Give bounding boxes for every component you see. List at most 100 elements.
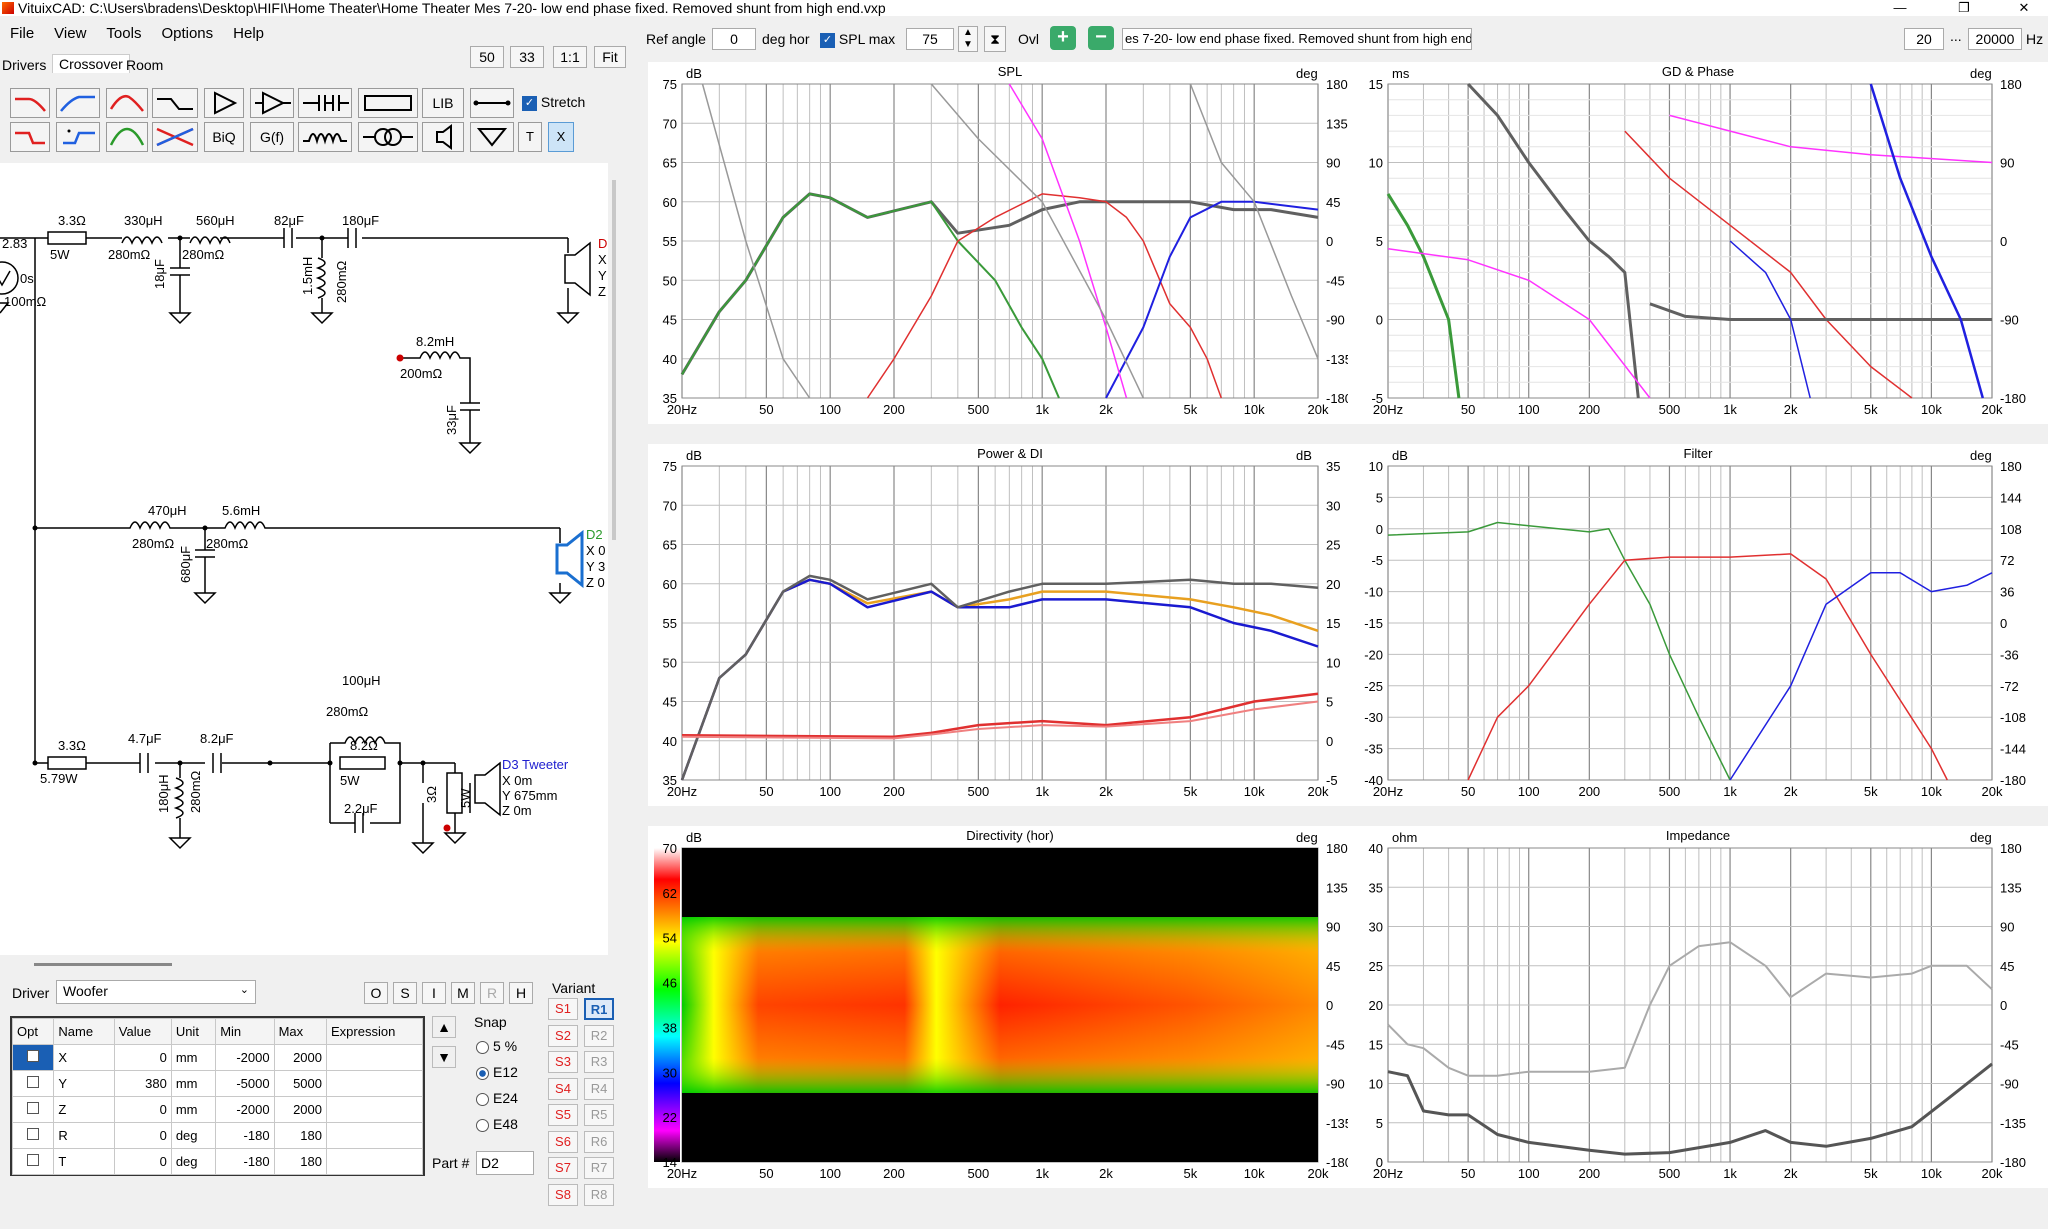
overlay-name-field[interactable]: es 7-20- low end phase fixed. Removed sh… bbox=[1122, 28, 1472, 50]
table-row[interactable]: Z 0 mm -2000 2000 bbox=[11, 1096, 423, 1123]
driver-select[interactable]: Woofer ⌄ bbox=[56, 980, 256, 1004]
param-value[interactable]: 0 bbox=[113, 1122, 172, 1149]
variant-s8-button[interactable]: S8 bbox=[548, 1183, 578, 1206]
buffer-button[interactable] bbox=[204, 88, 244, 118]
plot-gd[interactable]: GD & Phase ms deg 20Hz 50 100 200 500 1k 2k 5k 10k 2… bbox=[1348, 62, 2048, 424]
spl-spin-button[interactable]: ▲ ▼ bbox=[958, 26, 978, 52]
bandpass-green-button[interactable] bbox=[106, 122, 148, 152]
variant-s1-button[interactable]: S1 bbox=[548, 998, 578, 1020]
variant-r5-button[interactable]: R5 bbox=[584, 1104, 614, 1126]
variant-s2-button[interactable]: S2 bbox=[548, 1024, 578, 1047]
variant-r3-button[interactable]: R3 bbox=[584, 1051, 614, 1073]
param-min[interactable]: -180 bbox=[215, 1122, 275, 1149]
table-row[interactable]: X 0 mm -2000 2000 bbox=[11, 1044, 423, 1071]
param-max[interactable]: 2000 bbox=[273, 1044, 328, 1071]
menu-options[interactable]: Options bbox=[161, 25, 214, 42]
variant-r2-button[interactable]: R2 bbox=[584, 1024, 614, 1047]
zoom-33-button[interactable]: 33 bbox=[510, 46, 544, 68]
param-expression[interactable] bbox=[326, 1070, 423, 1097]
snap-option[interactable]: E24 bbox=[476, 1090, 518, 1106]
wire-button[interactable] bbox=[470, 88, 514, 118]
mode-s-button[interactable]: S bbox=[393, 982, 417, 1004]
menu-file[interactable]: File bbox=[10, 25, 35, 42]
param-min[interactable]: -2000 bbox=[215, 1096, 275, 1123]
snap-option[interactable]: E48 bbox=[476, 1116, 518, 1132]
biquad-button[interactable]: BiQ bbox=[204, 122, 244, 152]
highpass-blue-button[interactable] bbox=[56, 88, 100, 118]
mode-m-button[interactable]: M bbox=[451, 982, 475, 1004]
overlay-remove-button[interactable]: − bbox=[1088, 26, 1114, 50]
maximize-button[interactable]: ❐ bbox=[1958, 0, 1970, 15]
param-expression[interactable] bbox=[326, 1096, 423, 1123]
text-button[interactable]: T bbox=[518, 122, 542, 152]
tab-room[interactable]: Room bbox=[126, 57, 164, 73]
param-min[interactable]: -2000 bbox=[215, 1044, 275, 1071]
param-value[interactable]: 0 bbox=[113, 1148, 172, 1175]
inductor-button[interactable] bbox=[298, 122, 352, 152]
snap-option[interactable]: 5 % bbox=[476, 1038, 517, 1054]
variant-r6-button[interactable]: R6 bbox=[584, 1130, 614, 1153]
param-max[interactable]: 180 bbox=[273, 1148, 328, 1175]
param-max[interactable]: 180 bbox=[273, 1122, 328, 1149]
zoom-1to1-button[interactable]: 1:1 bbox=[553, 46, 587, 68]
opt-checkbox[interactable] bbox=[11, 1122, 55, 1149]
spl-max-field[interactable]: 75 bbox=[906, 28, 954, 50]
param-expression[interactable] bbox=[326, 1044, 423, 1071]
plot-spl[interactable]: SPL dB deg 20Hz 50 100 200 500 1k 2k 5k 10k 20k 75 70 6… bbox=[648, 62, 1372, 424]
close-button[interactable]: ✕ bbox=[2018, 0, 2030, 15]
variant-r7-button[interactable]: R7 bbox=[584, 1157, 614, 1179]
move-up-button[interactable]: ▲ bbox=[432, 1016, 456, 1038]
zoom-50-button[interactable]: 50 bbox=[470, 46, 504, 68]
lowpass-shelf-button[interactable] bbox=[10, 122, 50, 152]
minimize-button[interactable]: — bbox=[1893, 0, 1907, 15]
highpass-shelf-button[interactable] bbox=[56, 122, 100, 152]
move-down-button[interactable]: ▼ bbox=[432, 1046, 456, 1068]
tab-crossover[interactable]: Crossover bbox=[52, 54, 130, 73]
notch-button[interactable] bbox=[152, 122, 198, 152]
speaker-button[interactable] bbox=[422, 122, 464, 152]
freq-max-field[interactable]: 20000 bbox=[1968, 28, 2022, 50]
shelf-button[interactable] bbox=[152, 88, 198, 118]
variant-r1-button[interactable]: R1 bbox=[584, 998, 614, 1020]
variant-r4-button[interactable]: R4 bbox=[584, 1077, 614, 1100]
menu-tools[interactable]: Tools bbox=[106, 25, 142, 42]
menu-help[interactable]: Help bbox=[233, 25, 265, 42]
bandpass-red-button[interactable] bbox=[106, 88, 148, 118]
table-row[interactable]: R 0 deg -180 180 bbox=[11, 1122, 423, 1149]
variant-r8-button[interactable]: R8 bbox=[584, 1183, 614, 1206]
opt-checkbox[interactable] bbox=[11, 1070, 55, 1097]
hourglass-icon[interactable]: ⧗ bbox=[984, 26, 1006, 52]
opamp-button[interactable] bbox=[250, 88, 294, 118]
param-expression[interactable] bbox=[326, 1122, 423, 1149]
capacitor-button[interactable] bbox=[298, 88, 352, 118]
transformer-button[interactable] bbox=[358, 122, 418, 152]
resistor-button[interactable] bbox=[358, 88, 418, 118]
lowpass-red-button[interactable] bbox=[10, 88, 50, 118]
plot-dir[interactable]: Directivity (hor) dB deg 20Hz 50 100 200 500 1k 2… bbox=[648, 826, 1372, 1188]
variant-s4-button[interactable]: S4 bbox=[548, 1077, 578, 1100]
param-expression[interactable] bbox=[326, 1148, 423, 1175]
opt-checkbox[interactable] bbox=[11, 1148, 55, 1175]
overlay-add-button[interactable]: + bbox=[1050, 26, 1076, 50]
gf-button[interactable]: G(f) bbox=[250, 122, 294, 152]
table-row[interactable]: T 0 deg -180 180 bbox=[11, 1148, 423, 1175]
stretch-checkbox[interactable]: ✓ Stretch bbox=[522, 94, 585, 111]
param-min[interactable]: -5000 bbox=[215, 1070, 275, 1097]
spl-max-checkbox[interactable]: ✓ SPL max bbox=[820, 31, 895, 48]
ground-button[interactable] bbox=[470, 122, 514, 152]
ref-angle-field[interactable]: 0 bbox=[712, 28, 756, 50]
mode-r-button[interactable]: R bbox=[480, 982, 504, 1004]
param-value[interactable]: 0 bbox=[113, 1096, 172, 1123]
variant-s5-button[interactable]: S5 bbox=[548, 1104, 578, 1126]
param-value[interactable]: 0 bbox=[113, 1044, 172, 1071]
plot-power[interactable]: Power & DI dB dB 20Hz 50 100 200 500 1k 2k 5k 10k 20… bbox=[648, 444, 1372, 806]
param-min[interactable]: -180 bbox=[215, 1148, 275, 1175]
menu-view[interactable]: View bbox=[54, 25, 87, 42]
mode-h-button[interactable]: H bbox=[509, 982, 533, 1004]
mode-o-button[interactable]: O bbox=[364, 982, 388, 1004]
horizontal-scrollbar[interactable] bbox=[34, 963, 172, 966]
snap-option[interactable]: E12 bbox=[476, 1064, 518, 1080]
schematic-scrollbar[interactable] bbox=[612, 180, 616, 540]
delete-button[interactable]: X bbox=[548, 122, 574, 152]
schematic-canvas[interactable]: 2.83 0s 100mΩ 3.3Ω 5W 330μH 280mΩ 560μH … bbox=[0, 163, 608, 955]
